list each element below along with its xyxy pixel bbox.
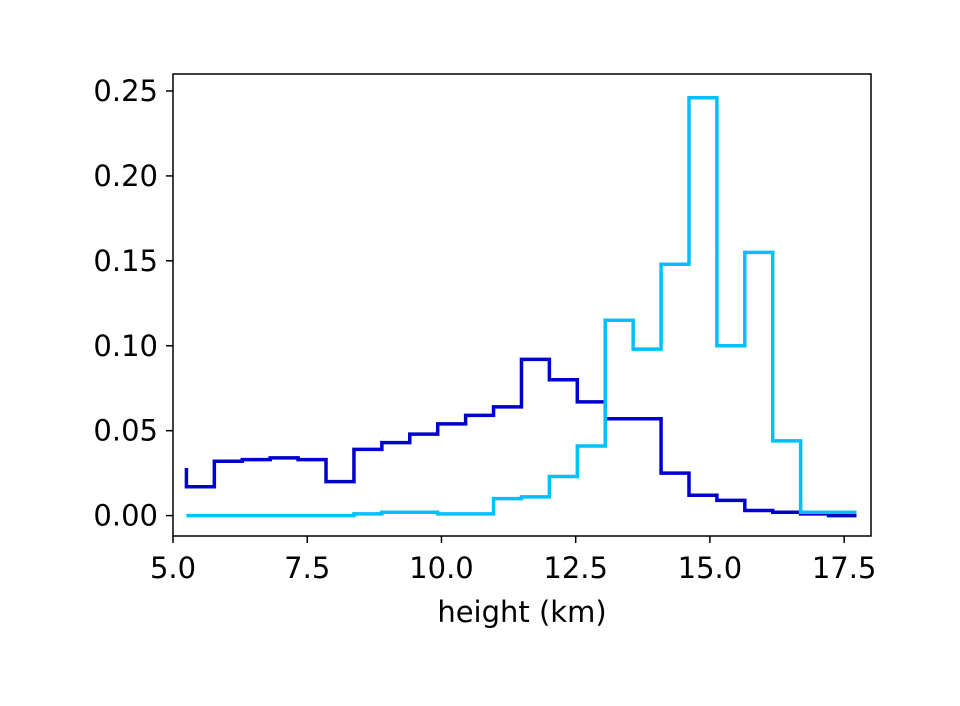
x-tick-label: 17.5 (812, 551, 877, 585)
x-tick-label: 7.5 (284, 551, 330, 585)
y-tick-label: 0.10 (93, 329, 158, 363)
x-tick-label: 15.0 (678, 551, 743, 585)
x-axis: 5.0 7.5 10.0 12.5 15.0 17.5 (150, 536, 877, 585)
y-tick-label: 0.20 (93, 159, 158, 193)
series-layer (184, 96, 857, 518)
y-tick-label: 0.25 (93, 74, 158, 108)
y-tick-label: 0.15 (93, 244, 158, 278)
y-tick-label: 0.00 (93, 499, 158, 533)
plot-frame (172, 73, 872, 537)
y-axis: 0.00 0.05 0.10 0.15 0.20 0.25 (93, 74, 173, 533)
x-tick-label: 5.0 (150, 551, 196, 585)
series-line-1 (186, 96, 857, 518)
x-axis-label: height (km) (437, 595, 606, 629)
y-tick-label: 0.05 (93, 414, 158, 448)
x-tick-label: 12.5 (543, 551, 608, 585)
series-line-0 (184, 357, 857, 518)
x-tick-label: 10.0 (409, 551, 474, 585)
